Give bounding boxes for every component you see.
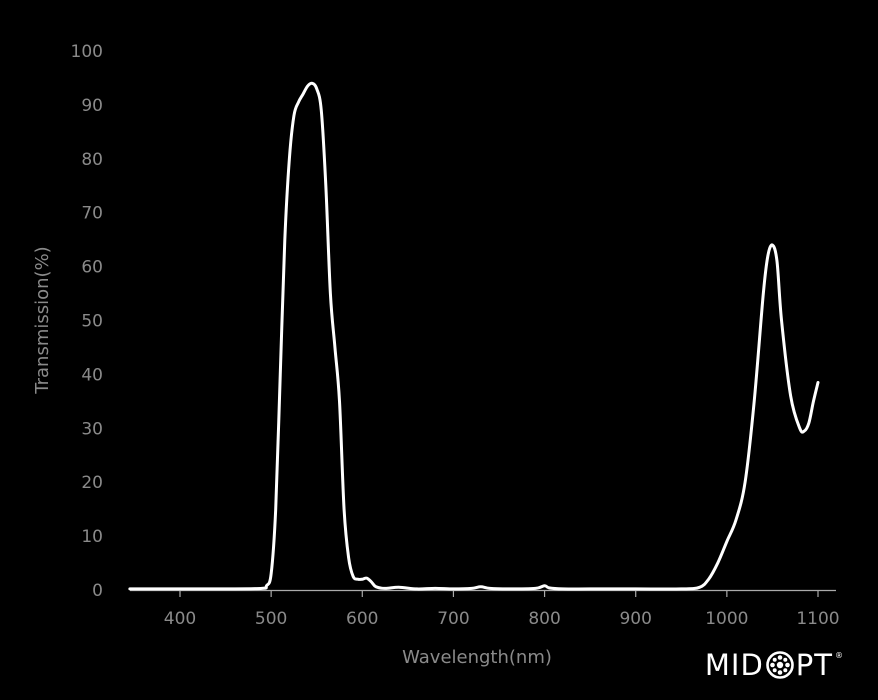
y-tick-label: 10 xyxy=(81,527,103,547)
registered-mark: ® xyxy=(835,651,844,660)
x-tick-label: 600 xyxy=(346,609,378,629)
x-tick-label: 900 xyxy=(619,609,651,629)
y-axis-title: Transmission(%) xyxy=(32,246,53,394)
y-axis: 0 10 20 30 40 50 60 70 80 90 100 xyxy=(71,42,103,601)
y-tick-label: 70 xyxy=(81,204,103,224)
logo-text-left: MID xyxy=(704,648,764,682)
y-tick-label: 40 xyxy=(81,365,103,385)
y-tick-label: 100 xyxy=(71,42,103,62)
y-tick-label: 30 xyxy=(81,419,103,439)
x-tick-label: 700 xyxy=(437,609,469,629)
midopt-logo: MID PT ® xyxy=(705,648,844,682)
y-tick-label: 0 xyxy=(92,581,103,601)
logo-o-mark-icon xyxy=(765,651,794,679)
x-axis-title: Wavelength(nm) xyxy=(402,647,552,668)
y-tick-label: 90 xyxy=(81,96,103,116)
x-tick-label: 800 xyxy=(528,609,560,629)
logo-text-right: PT xyxy=(795,648,833,682)
y-tick-label: 20 xyxy=(81,473,103,493)
y-tick-label: 50 xyxy=(81,312,103,332)
y-tick-label: 60 xyxy=(81,258,103,278)
x-tick-label: 1100 xyxy=(796,609,839,629)
x-axis: 400 500 600 700 800 900 1000 1100 xyxy=(164,590,840,629)
x-tick-label: 400 xyxy=(164,609,196,629)
x-tick-label: 500 xyxy=(255,609,287,629)
y-tick-label: 80 xyxy=(81,150,103,170)
x-tick-label: 1000 xyxy=(705,609,748,629)
transmission-series-line xyxy=(128,81,820,591)
